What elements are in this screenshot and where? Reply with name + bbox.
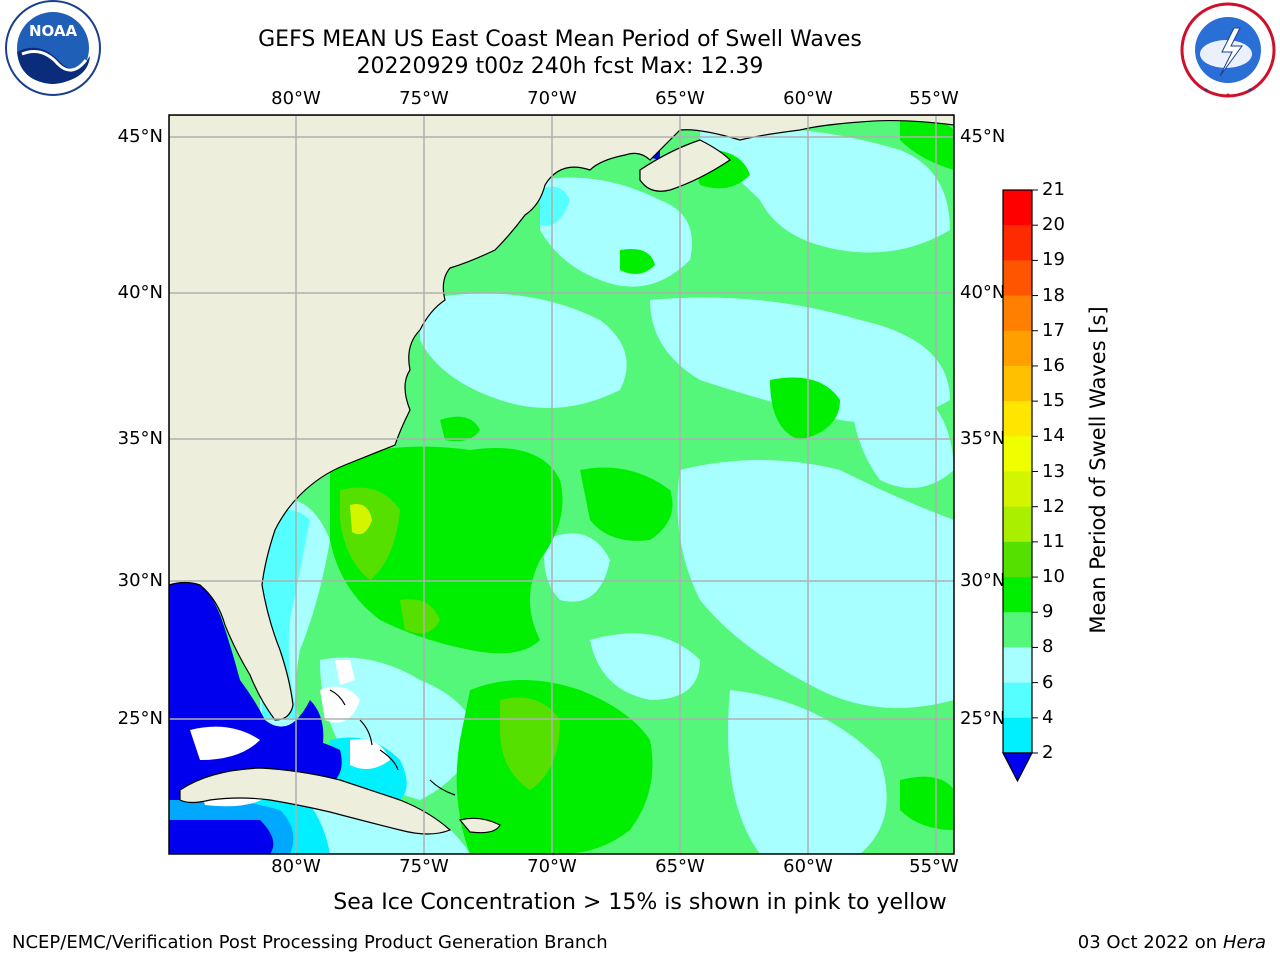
colorbar-swatch (1003, 260, 1032, 297)
lon-label-top: 60°W (783, 88, 833, 109)
lat-label-right: 35°N (960, 428, 1006, 449)
lon-label-bottom: 55°W (909, 856, 959, 877)
colorbar-tick-label: 15 (1042, 390, 1065, 412)
lat-label-left: 40°N (117, 282, 163, 303)
land-north-america (169, 115, 954, 721)
colorbar-tick-label: 8 (1042, 636, 1054, 658)
map-frame (168, 114, 955, 855)
colorbar-tick-label: 18 (1042, 284, 1065, 306)
svg-text:NOAA: NOAA (29, 22, 78, 40)
colorbar-tick-label: 16 (1042, 354, 1065, 376)
colorbar-swatch (1003, 471, 1032, 508)
colorbar-tick-label: 2 (1042, 742, 1054, 763)
field-fill-12-13 (350, 504, 372, 535)
nws-logo (1176, 0, 1280, 100)
map-gridlines (169, 115, 954, 854)
field-fill-11-12 (340, 487, 560, 790)
lon-label-top: 70°W (527, 88, 577, 109)
colorbar-swatch (1003, 436, 1032, 472)
colorbar-swatch (1003, 190, 1032, 226)
colorbar-swatch (1003, 717, 1032, 754)
colorbar-tick-label: 21 (1042, 179, 1065, 200)
field-fill-10-11 (330, 118, 954, 854)
lat-label-left: 35°N (117, 428, 163, 449)
land-cuba (179, 767, 452, 835)
colorbar-tick-label: 13 (1042, 460, 1065, 482)
colorbar-swatch (1003, 541, 1032, 578)
field-nodata (190, 660, 390, 807)
colorbar-tick-label: 14 (1042, 425, 1065, 447)
lat-label-right: 30°N (960, 570, 1006, 591)
land-hispaniola (458, 817, 501, 834)
colorbar-swatch (1003, 612, 1032, 648)
colorbar-swatch (1003, 365, 1032, 402)
colorbar-swatch (1003, 295, 1032, 332)
colorbar-label-text: Mean Period of Swell Waves [s] (1086, 306, 1110, 634)
lon-label-bottom: 80°W (271, 856, 321, 877)
sea-ice-footnote: Sea Ice Concentration > 15% is shown in … (333, 890, 947, 915)
lat-label-right: 40°N (960, 282, 1006, 303)
lon-label-bottom: 70°W (527, 856, 577, 877)
lon-label-bottom: 65°W (655, 856, 705, 877)
lon-label-bottom: 60°W (783, 856, 833, 877)
colorbar-tick-label: 20 (1042, 214, 1065, 236)
land-bahamas (329, 689, 456, 796)
colorbar-tick-label: 9 (1042, 601, 1054, 623)
colorbar-swatch (1003, 577, 1032, 613)
colorbar-swatch (1003, 647, 1032, 684)
colorbar-extend-min (1002, 752, 1033, 783)
colorbar-tick-label: 17 (1042, 319, 1065, 341)
colorbar-tick-label: 10 (1042, 566, 1065, 588)
noaa-logo: NOAA (0, 0, 105, 100)
lat-label-right: 25°N (960, 708, 1006, 729)
lat-label-right: 45°N (960, 126, 1006, 147)
lat-label-left: 45°N (117, 126, 163, 147)
lat-label-left: 30°N (117, 570, 163, 591)
lon-label-top: 65°W (655, 88, 705, 109)
colorbar-tick-label: 6 (1042, 671, 1054, 693)
land-nova-scotia (639, 139, 731, 192)
colorbar-swatch (1003, 330, 1032, 367)
colorbar-tick-label: 11 (1042, 530, 1065, 552)
machine-name: Hera (1222, 932, 1266, 953)
lon-label-top: 75°W (399, 88, 449, 109)
colorbar-swatch (1003, 401, 1032, 437)
generation-date: 03 Oct 2022 on Hera (1078, 932, 1266, 953)
lon-label-bottom: 75°W (399, 856, 449, 877)
producer-credit: NCEP/EMC/Verification Post Processing Pr… (12, 932, 608, 953)
lon-label-top: 80°W (271, 88, 321, 109)
chart-subtitle: 20220929 t00z 240h fcst Max: 12.39 (356, 54, 764, 79)
colorbar-swatch (1003, 225, 1032, 261)
generation-date-text: 03 Oct 2022 on (1077, 932, 1223, 953)
lat-label-left: 25°N (117, 708, 163, 729)
chart-title: GEFS MEAN US East Coast Mean Period of S… (258, 27, 862, 52)
colorbar-tick-label: 4 (1042, 706, 1054, 728)
colorbar (1002, 189, 1038, 783)
colorbar-tick-label: 19 (1042, 249, 1065, 271)
colorbar-swatch (1003, 682, 1032, 719)
lon-label-top: 55°W (909, 88, 959, 109)
map-field (169, 115, 954, 854)
colorbar-tick-label: 12 (1042, 495, 1065, 517)
colorbar-swatch (1003, 506, 1032, 543)
